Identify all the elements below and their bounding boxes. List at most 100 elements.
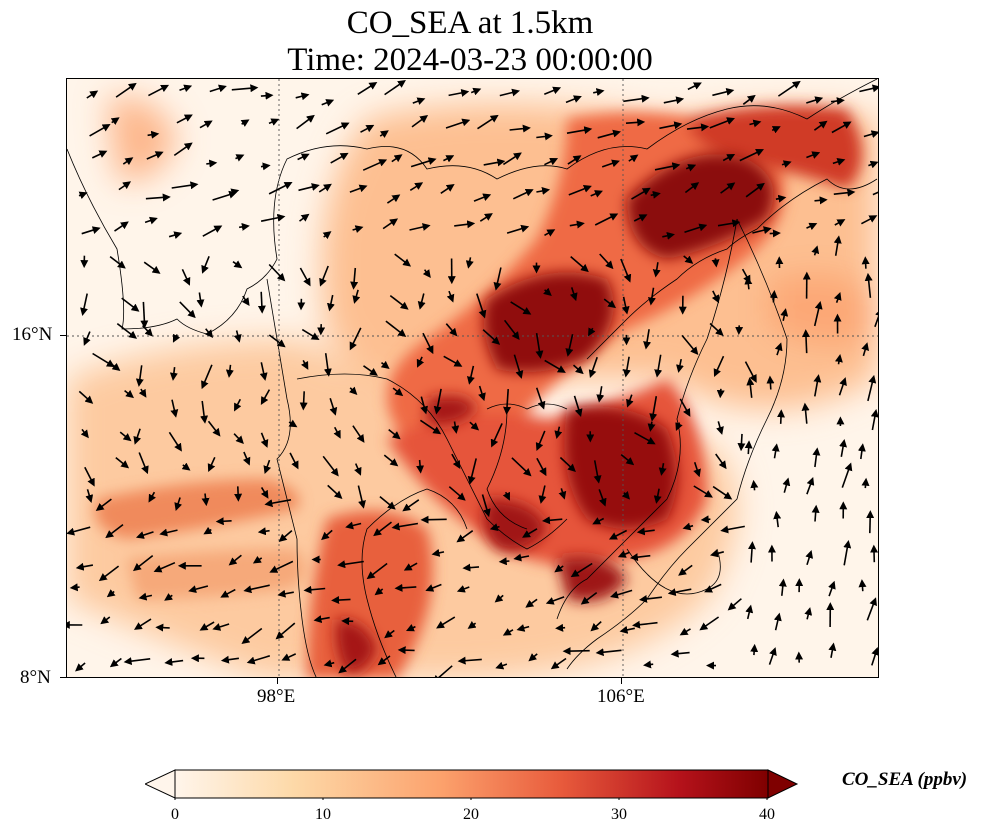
wind-arrow <box>168 231 183 239</box>
wind-arrow <box>81 226 101 235</box>
wind-arrow <box>174 497 182 511</box>
wind-arrow <box>456 585 470 593</box>
wind-arrow <box>446 290 455 303</box>
wind-arrow <box>148 491 156 503</box>
y-tick-8n <box>60 677 66 678</box>
wind-arrow <box>454 220 476 229</box>
wind-arrow <box>153 561 176 573</box>
wind-arrow <box>654 162 681 171</box>
wind-arrow <box>436 616 456 629</box>
wind-arrow <box>773 612 782 631</box>
wind-arrow <box>257 291 266 314</box>
wind-arrow <box>235 154 245 162</box>
wind-arrow <box>746 377 755 398</box>
wind-arrow <box>78 191 88 200</box>
wind-arrow <box>422 269 431 278</box>
wind-arrow <box>684 182 700 194</box>
wind-arrow <box>558 488 567 500</box>
wind-arrow <box>503 319 520 340</box>
wind-arrow <box>199 120 213 129</box>
wind-arrow <box>830 97 845 106</box>
wind-arrow <box>542 516 563 525</box>
wind-arrow <box>240 119 250 127</box>
wind-arrow <box>831 121 852 134</box>
wind-arrow <box>599 253 614 270</box>
wind-arrow <box>357 485 366 509</box>
wind-arrow <box>100 616 111 625</box>
wind-arrow <box>140 301 149 329</box>
wind-arrow <box>135 365 144 387</box>
wind-arrow <box>710 549 725 558</box>
wind-arrow <box>473 193 492 202</box>
wind-arrow <box>747 541 756 563</box>
wind-arrow <box>233 330 242 343</box>
wind-arrow <box>511 457 532 477</box>
wind-arrow <box>299 391 308 411</box>
wind-arrow <box>380 360 390 369</box>
wind-arrow <box>749 119 762 128</box>
wind-arrow <box>148 84 170 97</box>
wind-arrow <box>470 87 482 96</box>
wind-arrow <box>670 649 690 658</box>
chart-title-line2: Time: 2024-03-23 00:00:00 <box>287 42 653 78</box>
wind-arrow <box>241 627 263 645</box>
colorbar-tick-40: 40 <box>759 806 775 823</box>
wind-arrow <box>338 658 357 674</box>
x-tick-106e <box>621 678 622 684</box>
wind-arrow <box>86 90 99 99</box>
wind-arrow <box>402 499 420 512</box>
wind-arrow <box>712 87 735 97</box>
wind-arrow <box>858 579 867 592</box>
wind-arrow <box>778 578 787 596</box>
wind-arrow <box>509 124 531 133</box>
wind-arrow <box>662 231 675 240</box>
wind-arrow <box>135 531 154 539</box>
wind-arrow <box>857 443 866 460</box>
wind-arrow <box>384 79 406 96</box>
wind-arrow <box>597 129 621 139</box>
wind-arrow <box>92 352 115 368</box>
wind-arrow <box>296 114 315 130</box>
wind-arrow <box>457 656 482 665</box>
wind-arrow <box>516 624 530 632</box>
wind-arrow <box>499 88 521 97</box>
wind-arrow <box>145 193 171 202</box>
wind-arrow <box>207 456 216 473</box>
wind-arrow <box>843 539 852 566</box>
wind-arrow <box>864 272 873 298</box>
wind-arrow <box>392 387 404 397</box>
wind-arrow <box>298 183 320 192</box>
wind-arrow <box>432 665 453 677</box>
wind-arrow <box>348 386 358 395</box>
wind-arrow <box>867 374 877 402</box>
wind-arrow <box>832 158 846 166</box>
wind-arrow <box>776 409 785 424</box>
wind-arrow <box>260 213 286 222</box>
wind-arrow <box>659 121 683 130</box>
wind-arrow <box>329 397 338 416</box>
wind-arrow <box>693 485 713 498</box>
wind-arrow <box>483 158 506 167</box>
wind-arrow <box>319 265 329 287</box>
wind-arrow <box>124 389 135 399</box>
wind-arrow <box>202 225 223 237</box>
wind-arrow <box>872 191 878 196</box>
y-tick-16n <box>60 335 66 336</box>
wind-arrow <box>535 387 546 410</box>
wind-arrow <box>228 554 242 566</box>
wind-arrow <box>264 499 292 508</box>
wind-arrow <box>626 394 634 408</box>
wind-arrow <box>301 328 320 341</box>
wind-arrow <box>550 657 567 670</box>
wind-arrow <box>278 529 293 542</box>
wind-arrow <box>598 489 607 507</box>
wind-arrow <box>513 354 524 379</box>
wind-arrow <box>420 515 447 524</box>
wind-arrow <box>419 419 442 435</box>
wind-arrow <box>238 222 250 231</box>
wind-arrow <box>636 527 655 536</box>
wind-arrow <box>525 598 538 608</box>
wind-arrow <box>675 422 683 432</box>
wind-arrow <box>234 398 242 412</box>
wind-arrow <box>536 132 553 141</box>
